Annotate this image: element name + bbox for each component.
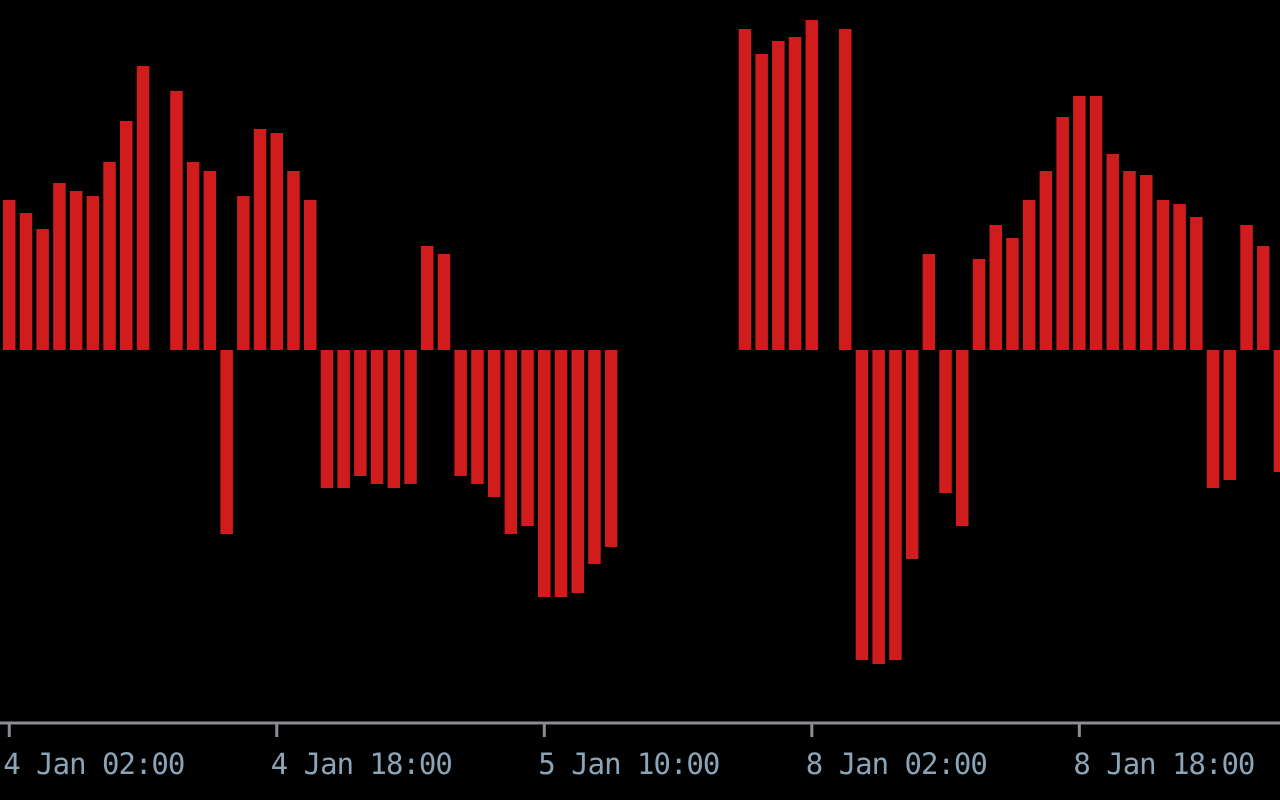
histogram-bar	[220, 350, 233, 534]
bars-group	[3, 20, 1280, 664]
histogram-bar	[454, 350, 467, 476]
histogram-bar	[1039, 171, 1053, 350]
x-tick-label: 4 Jan 18:00	[271, 747, 452, 781]
histogram-bar	[1140, 175, 1153, 350]
histogram-bar	[956, 350, 969, 526]
histogram-bar	[1206, 350, 1220, 488]
histogram-bar	[1223, 350, 1237, 480]
histogram-bar	[1106, 154, 1119, 350]
histogram-bar	[905, 350, 919, 559]
x-tick-label: 4 Jan 02:00	[3, 747, 184, 781]
histogram-bar	[1156, 200, 1170, 350]
histogram-bar	[270, 133, 283, 350]
histogram-bar	[604, 350, 618, 547]
histogram-bar	[805, 20, 819, 350]
histogram-bar	[253, 129, 267, 350]
histogram-bar	[972, 259, 986, 350]
histogram-bar	[404, 350, 417, 484]
histogram-bar	[19, 213, 33, 350]
histogram-bar	[1006, 238, 1019, 350]
histogram-bar	[186, 162, 200, 350]
histogram-bar	[3, 200, 16, 350]
histogram-bar	[103, 162, 116, 350]
histogram-bar	[1056, 117, 1069, 350]
histogram-bar	[170, 91, 183, 350]
histogram-bar	[738, 29, 752, 350]
histogram-bar	[855, 350, 869, 660]
histogram-bar	[1190, 217, 1203, 350]
histogram-bar	[320, 350, 334, 488]
histogram-bar	[1073, 96, 1086, 350]
histogram-bar	[588, 350, 601, 564]
histogram-bar	[1273, 350, 1280, 472]
histogram-bar	[471, 350, 484, 484]
histogram-bar	[889, 350, 902, 660]
histogram-bar	[521, 350, 534, 526]
histogram-bar	[136, 66, 150, 350]
x-axis-ticks: 4 Jan 02:00 4 Jan 18:00 5 Jan 10:00 8 Jan 0…	[3, 723, 1255, 781]
histogram-bar	[772, 41, 785, 350]
histogram-bar	[872, 350, 885, 664]
x-tick-label: 8 Jan 18:00	[1073, 747, 1254, 781]
histogram-bar	[370, 350, 384, 484]
histogram-bar	[337, 350, 350, 488]
histogram-bar	[387, 350, 401, 488]
histogram-bar	[354, 350, 367, 476]
histogram-bar	[504, 350, 518, 534]
histogram-bar	[922, 254, 936, 350]
histogram-bar	[989, 225, 1002, 350]
histogram-bar	[287, 171, 300, 350]
histogram-bar	[304, 200, 317, 350]
x-tick-label: 8 Jan 02:00	[806, 747, 987, 781]
histogram-bar	[36, 229, 49, 350]
histogram-bar	[538, 350, 551, 597]
histogram-bar	[69, 191, 83, 350]
x-tick-label: 5 Jan 10:00	[538, 747, 719, 781]
histogram-bar	[120, 121, 133, 350]
histogram-bar	[788, 37, 802, 350]
histogram-bar	[554, 350, 568, 597]
histogram-bar	[1240, 225, 1253, 350]
histogram-bar	[571, 350, 584, 593]
histogram-bar	[487, 350, 501, 497]
histogram-bar	[437, 254, 451, 350]
histogram-bar	[1089, 96, 1103, 350]
histogram-bar	[237, 196, 250, 350]
histogram-bar	[203, 171, 217, 350]
histogram-bar	[1257, 246, 1270, 350]
histogram-bar	[1123, 171, 1136, 350]
histogram-bar	[421, 246, 434, 350]
histogram-bar	[939, 350, 952, 493]
histogram-bar	[839, 29, 852, 350]
histogram-bar	[53, 183, 66, 350]
histogram-bar	[1022, 200, 1036, 350]
histogram-bar	[86, 196, 100, 350]
histogram-bar	[1173, 204, 1186, 350]
histogram-bar	[755, 54, 768, 350]
